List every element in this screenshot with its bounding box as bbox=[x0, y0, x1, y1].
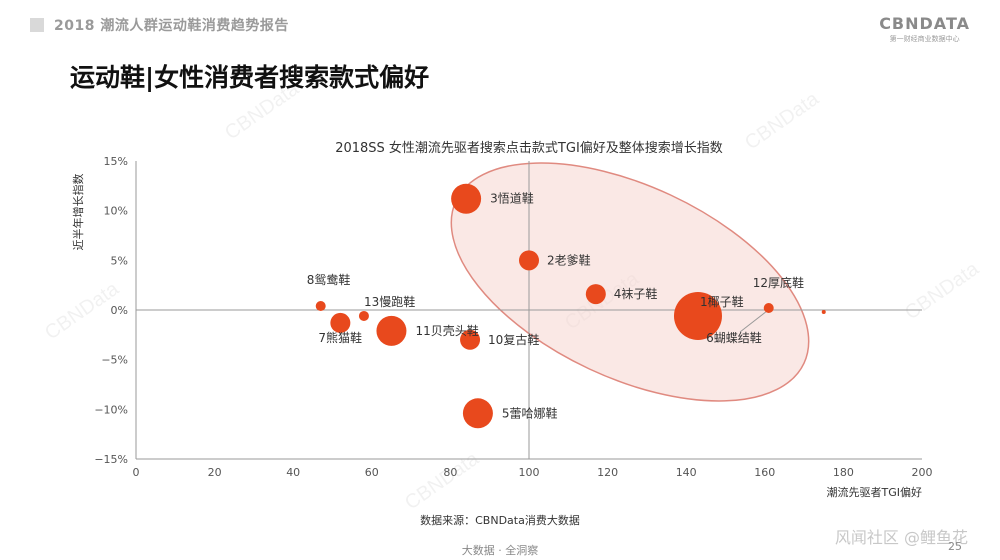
footer-tagline: 大数据 · 全洞察 bbox=[461, 544, 539, 557]
x-tick-label: 0 bbox=[133, 466, 140, 479]
bubble-label: 3悟道鞋 bbox=[490, 191, 534, 206]
x-tick-label: 160 bbox=[754, 466, 775, 479]
x-tick-label: 40 bbox=[286, 466, 300, 479]
bubble-label: 8鸳鸯鞋 bbox=[307, 272, 351, 287]
bubble bbox=[376, 315, 407, 346]
page-number: 25 bbox=[948, 540, 962, 553]
data-source: 数据来源：CBNData消费大数据 bbox=[420, 514, 580, 527]
x-tick-label: 180 bbox=[833, 466, 854, 479]
y-tick-label: 0% bbox=[111, 304, 128, 317]
bubble-label: 4袜子鞋 bbox=[614, 286, 658, 301]
bubble-label: 7熊猫鞋 bbox=[318, 330, 362, 345]
x-tick-label: 100 bbox=[519, 466, 540, 479]
bubble bbox=[358, 310, 369, 321]
report-title: 2018 潮流人群运动鞋消费趋势报告 bbox=[54, 18, 289, 34]
bubble-label: 1椰子鞋 bbox=[700, 294, 744, 309]
footer-watermark: 风闻社区 @鲤鱼花 bbox=[834, 528, 968, 547]
y-tick-label: −5% bbox=[101, 354, 128, 367]
x-tick-label: 200 bbox=[912, 466, 933, 479]
bubble bbox=[821, 309, 826, 314]
y-tick-label: 10% bbox=[104, 205, 128, 218]
bubble-label: 12厚底鞋 bbox=[753, 275, 804, 290]
x-axis-label: 潮流先驱者TGI偏好 bbox=[827, 485, 923, 499]
x-tick-label: 80 bbox=[443, 466, 457, 479]
bubble-label: 2老爹鞋 bbox=[547, 252, 591, 267]
x-tick-label: 20 bbox=[208, 466, 222, 479]
x-tick-label: 120 bbox=[597, 466, 618, 479]
bubble-label: 10复古鞋 bbox=[488, 332, 539, 347]
cbndata-logo: CBNDATA 第一财经商业数据中心 bbox=[879, 14, 970, 44]
page-title: 运动鞋|女性消费者搜索款式偏好 bbox=[70, 63, 430, 92]
bubble bbox=[585, 284, 606, 305]
y-tick-label: 15% bbox=[104, 155, 128, 168]
bubble bbox=[462, 398, 493, 429]
bubble bbox=[451, 183, 482, 214]
bubble-label: 11贝壳头鞋 bbox=[415, 323, 478, 338]
bubble-label: 5蕾哈娜鞋 bbox=[502, 405, 558, 420]
bubble-label: 13慢跑鞋 bbox=[364, 294, 415, 309]
bubble bbox=[763, 303, 774, 314]
bubble bbox=[460, 329, 481, 350]
y-tick-label: −10% bbox=[94, 403, 128, 416]
x-tick-label: 60 bbox=[365, 466, 379, 479]
chart-title: 2018SS 女性潮流先驱者搜索点击款式TGI偏好及整体搜索增长指数 bbox=[335, 140, 723, 156]
logo-main-text: CBNDATA bbox=[879, 14, 970, 33]
bubble bbox=[519, 250, 539, 271]
y-axis-label: 近半年增长指数 bbox=[71, 174, 85, 251]
bubble-label: 6蝴蝶结鞋 bbox=[706, 330, 762, 345]
x-tick-label: 140 bbox=[676, 466, 697, 479]
bubble bbox=[673, 291, 722, 340]
header-marker bbox=[30, 18, 44, 32]
y-tick-label: 5% bbox=[111, 254, 128, 267]
logo-sub-text: 第一财经商业数据中心 bbox=[889, 35, 960, 43]
bubble bbox=[315, 301, 326, 312]
y-tick-label: −15% bbox=[94, 453, 128, 466]
leader-line bbox=[739, 311, 767, 333]
bubble bbox=[330, 312, 351, 333]
